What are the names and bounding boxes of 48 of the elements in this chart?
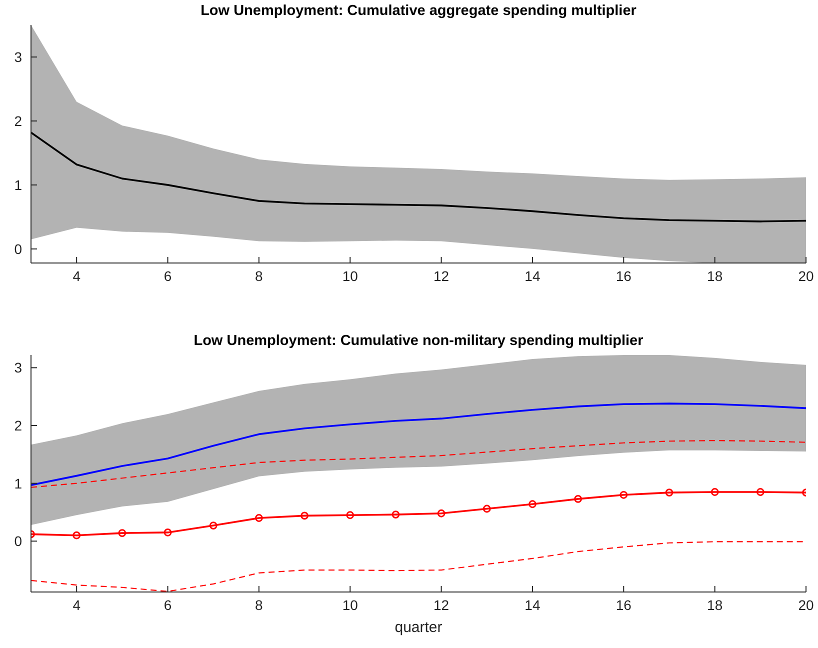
x-tick-label: 4 bbox=[72, 597, 81, 613]
y-tick-label: 2 bbox=[14, 418, 22, 434]
point bbox=[118, 529, 126, 537]
line-series bbox=[31, 132, 806, 222]
x-tick-label: 8 bbox=[255, 268, 264, 284]
x-tick-label: 6 bbox=[164, 268, 172, 284]
x-axis-title: quarter bbox=[394, 619, 442, 636]
x-tick-label: 10 bbox=[342, 268, 358, 284]
point bbox=[300, 512, 308, 520]
chart-title: Low Unemployment: Cumulative aggregate spending multiplier bbox=[200, 3, 637, 19]
x-tick-label: 16 bbox=[616, 268, 632, 284]
point bbox=[346, 511, 354, 520]
y-tick-label: 0 bbox=[14, 533, 22, 550]
point bbox=[437, 509, 446, 518]
x-tick-label: 20 bbox=[798, 268, 814, 284]
point bbox=[209, 522, 218, 530]
chart-title: Low Unemployment: Cumulative non-military spending multiplier bbox=[194, 333, 644, 349]
point bbox=[72, 531, 81, 540]
x-tick-label: 4 bbox=[72, 268, 81, 284]
y-tick-label: 2 bbox=[14, 112, 22, 129]
point bbox=[574, 494, 582, 503]
x-tick-label: 12 bbox=[434, 597, 450, 613]
x-tick-label: 8 bbox=[255, 597, 264, 613]
point bbox=[482, 504, 491, 513]
line-series bbox=[31, 402, 806, 486]
y-tick-label: 0 bbox=[14, 240, 22, 257]
point bbox=[164, 528, 172, 536]
y-tick-label: 3 bbox=[14, 360, 22, 376]
point bbox=[665, 488, 674, 497]
x-tick-label: 14 bbox=[524, 597, 540, 613]
line-series bbox=[31, 440, 806, 488]
y-tick-label: 1 bbox=[14, 475, 22, 492]
x-tick-label: 18 bbox=[707, 597, 723, 613]
x-tick-label: 16 bbox=[616, 597, 632, 613]
point bbox=[254, 514, 263, 522]
x-tick-label: 14 bbox=[524, 268, 540, 284]
x-tick-label: 6 bbox=[164, 597, 172, 613]
x-tick-label: 10 bbox=[342, 597, 358, 613]
y-tick-label: 3 bbox=[14, 48, 22, 65]
y-tick-label: 1 bbox=[14, 176, 22, 193]
point bbox=[528, 500, 536, 508]
point bbox=[620, 490, 628, 499]
x-tick-label: 18 bbox=[707, 268, 723, 284]
point bbox=[392, 510, 400, 518]
point bbox=[756, 488, 764, 496]
x-tick-label: 12 bbox=[434, 268, 450, 284]
point bbox=[710, 488, 719, 496]
x-tick-label: 20 bbox=[798, 597, 814, 613]
